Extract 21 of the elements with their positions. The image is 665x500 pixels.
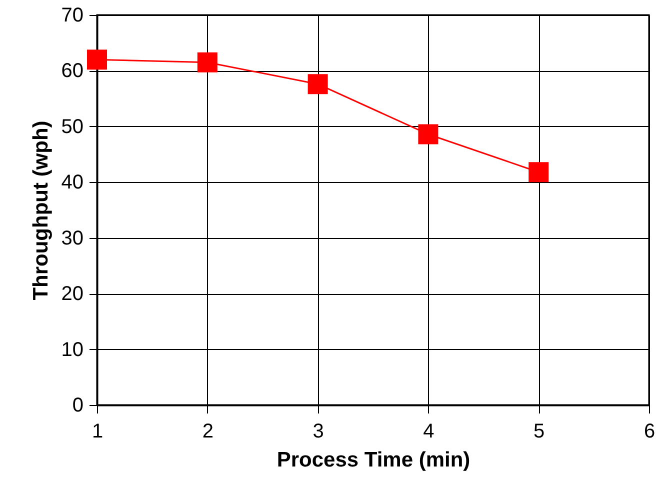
y-tick-label: 60 [61, 60, 84, 82]
x-tick-label: 6 [644, 420, 656, 442]
y-axis-title: Throughput (wph) [29, 120, 52, 300]
x-axis-title: Process Time (min) [276, 448, 470, 472]
y-tick-label: 40 [61, 172, 84, 194]
point [197, 52, 218, 72]
point [528, 162, 549, 182]
y-tick-label: 30 [61, 227, 84, 250]
y-tick-label: 70 [61, 4, 84, 26]
x-tick-label: 3 [312, 420, 324, 442]
x-tick-label: 4 [423, 420, 434, 442]
point [308, 74, 328, 94]
y-tick-label: 10 [61, 338, 84, 361]
x-tick-label: 5 [534, 420, 545, 442]
point [418, 124, 438, 144]
y-tick-label: 50 [61, 116, 84, 138]
point [87, 50, 107, 70]
y-tick-label: 0 [72, 394, 84, 416]
x-tick-label: 1 [92, 420, 104, 442]
x-tick-label: 2 [202, 420, 214, 442]
y-tick-label: 20 [61, 283, 84, 306]
